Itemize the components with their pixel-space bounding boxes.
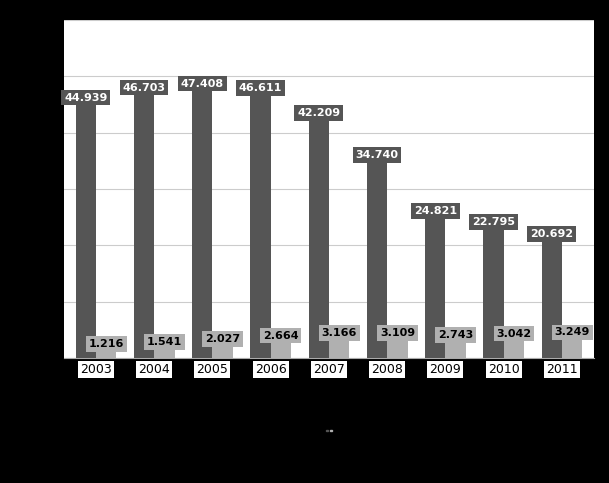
Text: 47.408: 47.408 xyxy=(181,79,224,89)
Text: 46.611: 46.611 xyxy=(239,83,282,93)
Text: 2.664: 2.664 xyxy=(263,331,298,341)
Text: 2.743: 2.743 xyxy=(438,330,473,340)
Bar xyxy=(250,96,270,358)
Bar xyxy=(213,346,233,358)
Bar xyxy=(367,162,387,358)
Legend: , : , xyxy=(326,429,332,431)
Bar xyxy=(504,341,524,358)
Bar xyxy=(484,229,504,358)
Text: 1.541: 1.541 xyxy=(147,337,182,347)
Text: 34.740: 34.740 xyxy=(356,150,398,160)
Bar xyxy=(270,343,291,358)
Text: 46.703: 46.703 xyxy=(122,83,166,93)
Text: 22.795: 22.795 xyxy=(472,217,515,227)
Text: 3.042: 3.042 xyxy=(496,328,532,339)
Text: 3.109: 3.109 xyxy=(380,328,415,338)
Text: 3.166: 3.166 xyxy=(322,328,357,338)
Bar xyxy=(96,351,116,358)
Bar xyxy=(76,105,96,358)
Text: 24.821: 24.821 xyxy=(414,206,457,216)
Text: 2.027: 2.027 xyxy=(205,334,240,344)
Bar xyxy=(445,342,466,358)
Bar xyxy=(329,340,350,358)
Bar xyxy=(387,341,407,358)
Bar xyxy=(134,95,154,358)
Bar xyxy=(154,349,175,358)
Text: 44.939: 44.939 xyxy=(64,93,107,102)
Bar xyxy=(541,242,562,358)
Bar xyxy=(309,120,329,358)
Bar xyxy=(425,218,445,358)
Text: 20.692: 20.692 xyxy=(530,229,573,239)
Text: 42.209: 42.209 xyxy=(297,108,340,118)
Text: 1.216: 1.216 xyxy=(88,339,124,349)
Bar xyxy=(562,340,582,358)
Bar xyxy=(192,91,213,358)
Text: 3.249: 3.249 xyxy=(554,327,590,337)
